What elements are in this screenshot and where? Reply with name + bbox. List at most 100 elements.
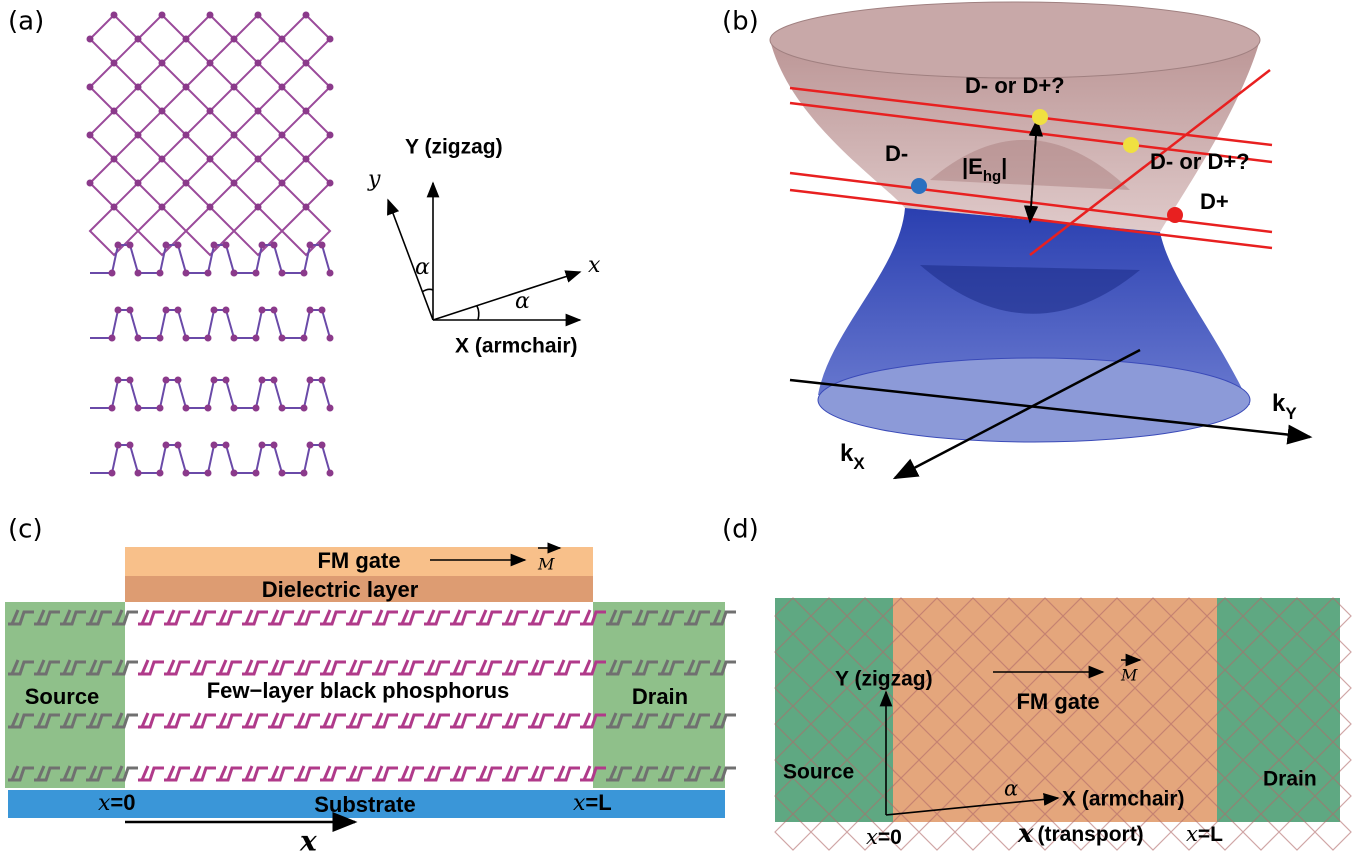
layer-unit <box>424 660 450 674</box>
layer-unit <box>528 713 554 727</box>
layer-unit <box>190 660 216 674</box>
layer-unit <box>190 713 216 727</box>
layer-unit <box>320 713 346 727</box>
atom <box>301 335 308 342</box>
atom <box>109 270 116 277</box>
atom <box>135 132 142 139</box>
layer-unit <box>164 766 190 780</box>
layer-unit <box>346 610 372 624</box>
layer-unit <box>320 610 346 624</box>
atom <box>159 156 166 163</box>
atom <box>87 180 94 187</box>
bonds <box>90 15 330 255</box>
layer-unit <box>450 713 476 727</box>
atom <box>231 470 238 477</box>
atom <box>207 60 214 67</box>
atom <box>327 405 334 412</box>
atom <box>231 180 238 187</box>
atom <box>231 36 238 43</box>
atom <box>135 270 142 277</box>
angle: α <box>415 255 430 280</box>
atom <box>115 242 122 249</box>
chain <box>90 380 330 408</box>
layer-unit <box>346 660 372 674</box>
layer-unit <box>554 610 580 624</box>
layer-unit <box>450 610 476 624</box>
atom <box>279 335 286 342</box>
layer-unit <box>138 610 164 624</box>
atom <box>127 442 134 449</box>
layer-unit <box>268 610 294 624</box>
atom <box>135 405 142 412</box>
atom <box>205 270 212 277</box>
layer-unit <box>424 713 450 727</box>
layer-unit <box>528 660 554 674</box>
atom <box>319 377 326 384</box>
layer-unit <box>216 766 242 780</box>
axis-label: y <box>367 167 381 192</box>
axis-label: X (armchair) <box>455 335 578 358</box>
figure: (a) Y (zigzag) y x α α X (armchair) (b) … <box>0 0 1354 858</box>
layer-unit <box>216 713 242 727</box>
layer-unit <box>164 713 190 727</box>
layer-unit <box>450 660 476 674</box>
atom <box>135 470 142 477</box>
atom <box>279 405 286 412</box>
annotation: D- or D+? <box>965 73 1065 98</box>
atom <box>279 270 286 277</box>
layer-unit <box>372 610 398 624</box>
atom <box>111 108 118 115</box>
layer-unit <box>554 713 580 727</box>
atom <box>111 60 118 67</box>
layer-unit <box>502 766 528 780</box>
layer-unit <box>294 610 320 624</box>
atom <box>255 108 262 115</box>
atom <box>327 180 334 187</box>
atom <box>231 335 238 342</box>
atom <box>135 335 142 342</box>
atom <box>231 132 238 139</box>
layer-unit <box>476 713 502 727</box>
atom <box>159 108 166 115</box>
layer-unit <box>372 660 398 674</box>
atom <box>253 405 260 412</box>
atom <box>163 442 170 449</box>
atom <box>301 270 308 277</box>
atom <box>327 84 334 91</box>
angle: α <box>1004 777 1018 801</box>
atom <box>307 442 314 449</box>
dielectric-label: Dielectric layer <box>262 577 419 602</box>
atom <box>255 156 262 163</box>
atom <box>259 442 266 449</box>
atom <box>205 405 212 412</box>
atom <box>175 307 182 314</box>
atom <box>327 132 334 139</box>
atom <box>159 204 166 211</box>
drain-label: Drain <box>632 684 688 709</box>
atom <box>163 307 170 314</box>
atom <box>183 180 190 187</box>
atom <box>303 156 310 163</box>
atom <box>327 270 334 277</box>
atom <box>157 270 164 277</box>
layer-unit <box>242 610 268 624</box>
atom <box>87 132 94 139</box>
layer-unit <box>320 766 346 780</box>
chain <box>90 445 330 473</box>
layer-unit <box>554 660 580 674</box>
substrate-label: Substrate <box>314 792 415 817</box>
layer-unit <box>528 610 554 624</box>
layer-unit <box>320 660 346 674</box>
annotation: D- or D+? <box>1150 149 1250 174</box>
axis-label: x <box>588 253 601 278</box>
atom <box>211 242 218 249</box>
atom <box>303 60 310 67</box>
gate-label: FM gate <box>317 548 400 573</box>
atom <box>207 204 214 211</box>
atom <box>157 335 164 342</box>
panel-label: (d) <box>722 515 759 545</box>
atom <box>253 270 260 277</box>
atom <box>175 242 182 249</box>
atom <box>255 204 262 211</box>
atom <box>175 377 182 384</box>
